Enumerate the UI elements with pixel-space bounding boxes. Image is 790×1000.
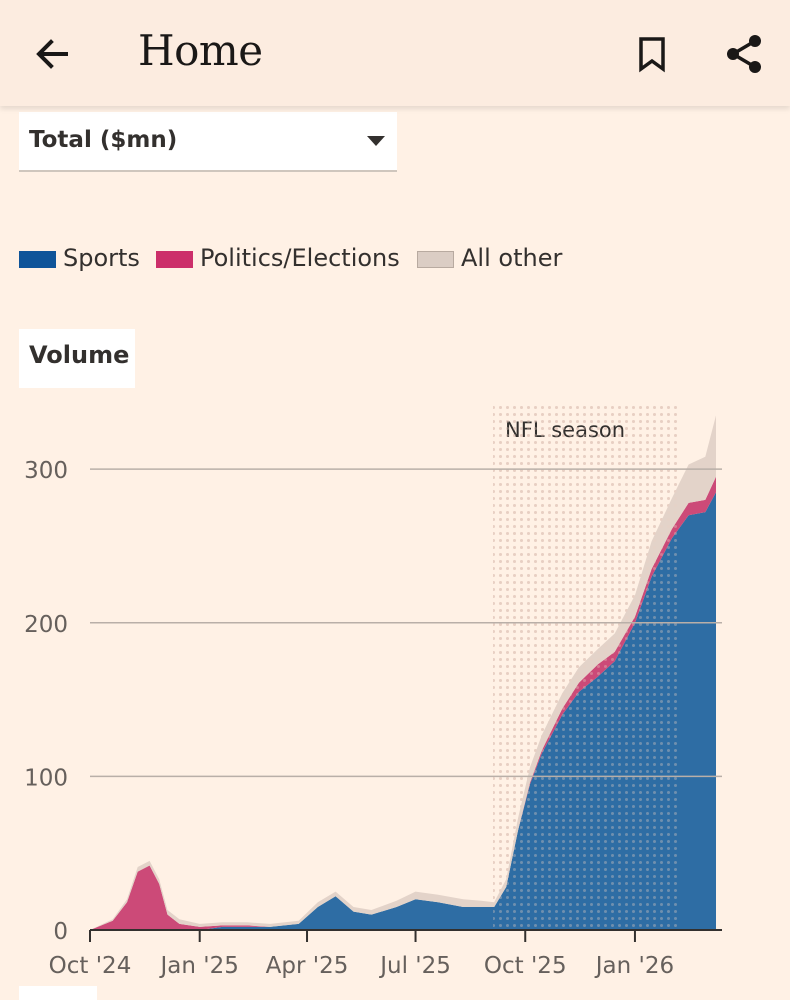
bottom-panel bbox=[19, 986, 97, 1000]
x-tick-label-2: Apr '25 bbox=[266, 953, 349, 979]
back-button[interactable] bbox=[28, 30, 76, 78]
metric-select[interactable]: Total ($mn) bbox=[19, 112, 397, 172]
legend-swatch-sports bbox=[19, 251, 56, 268]
bookmark-button[interactable] bbox=[628, 30, 676, 78]
chart-y-label: Volume bbox=[19, 329, 135, 388]
page-title: Home bbox=[138, 26, 263, 75]
arrow-left-icon bbox=[36, 39, 68, 69]
area-politics-elections bbox=[90, 476, 716, 930]
x-tick-label-4: Oct '25 bbox=[484, 953, 567, 979]
app-header: Home bbox=[0, 0, 790, 106]
legend-swatch-all-other bbox=[417, 251, 454, 268]
x-tick-label-5: Jan '26 bbox=[594, 953, 674, 979]
x-tick-label-3: Jul '25 bbox=[378, 953, 451, 979]
y-tick-label-100: 100 bbox=[24, 765, 68, 791]
share-button[interactable] bbox=[720, 30, 768, 78]
y-tick-label-300: 300 bbox=[24, 458, 68, 484]
x-tick-label-0: Oct '24 bbox=[49, 953, 132, 979]
metric-select-value: Total ($mn) bbox=[29, 127, 178, 153]
y-tick-label-200: 200 bbox=[24, 612, 68, 638]
legend-label-sports: Sports bbox=[63, 244, 140, 272]
nfl-season-overlay bbox=[493, 405, 681, 930]
legend-swatch-politics bbox=[156, 251, 193, 268]
bookmark-icon bbox=[639, 37, 665, 73]
legend-label-politics: Politics/Elections bbox=[200, 244, 400, 272]
chart-y-label-text: Volume bbox=[29, 341, 130, 369]
legend-label-all-other: All other bbox=[461, 244, 563, 272]
x-tick-label-1: Jan '25 bbox=[159, 953, 239, 979]
share-icon bbox=[727, 35, 761, 73]
y-tick-label-0: 0 bbox=[53, 919, 68, 945]
caret-down-icon bbox=[367, 136, 385, 146]
